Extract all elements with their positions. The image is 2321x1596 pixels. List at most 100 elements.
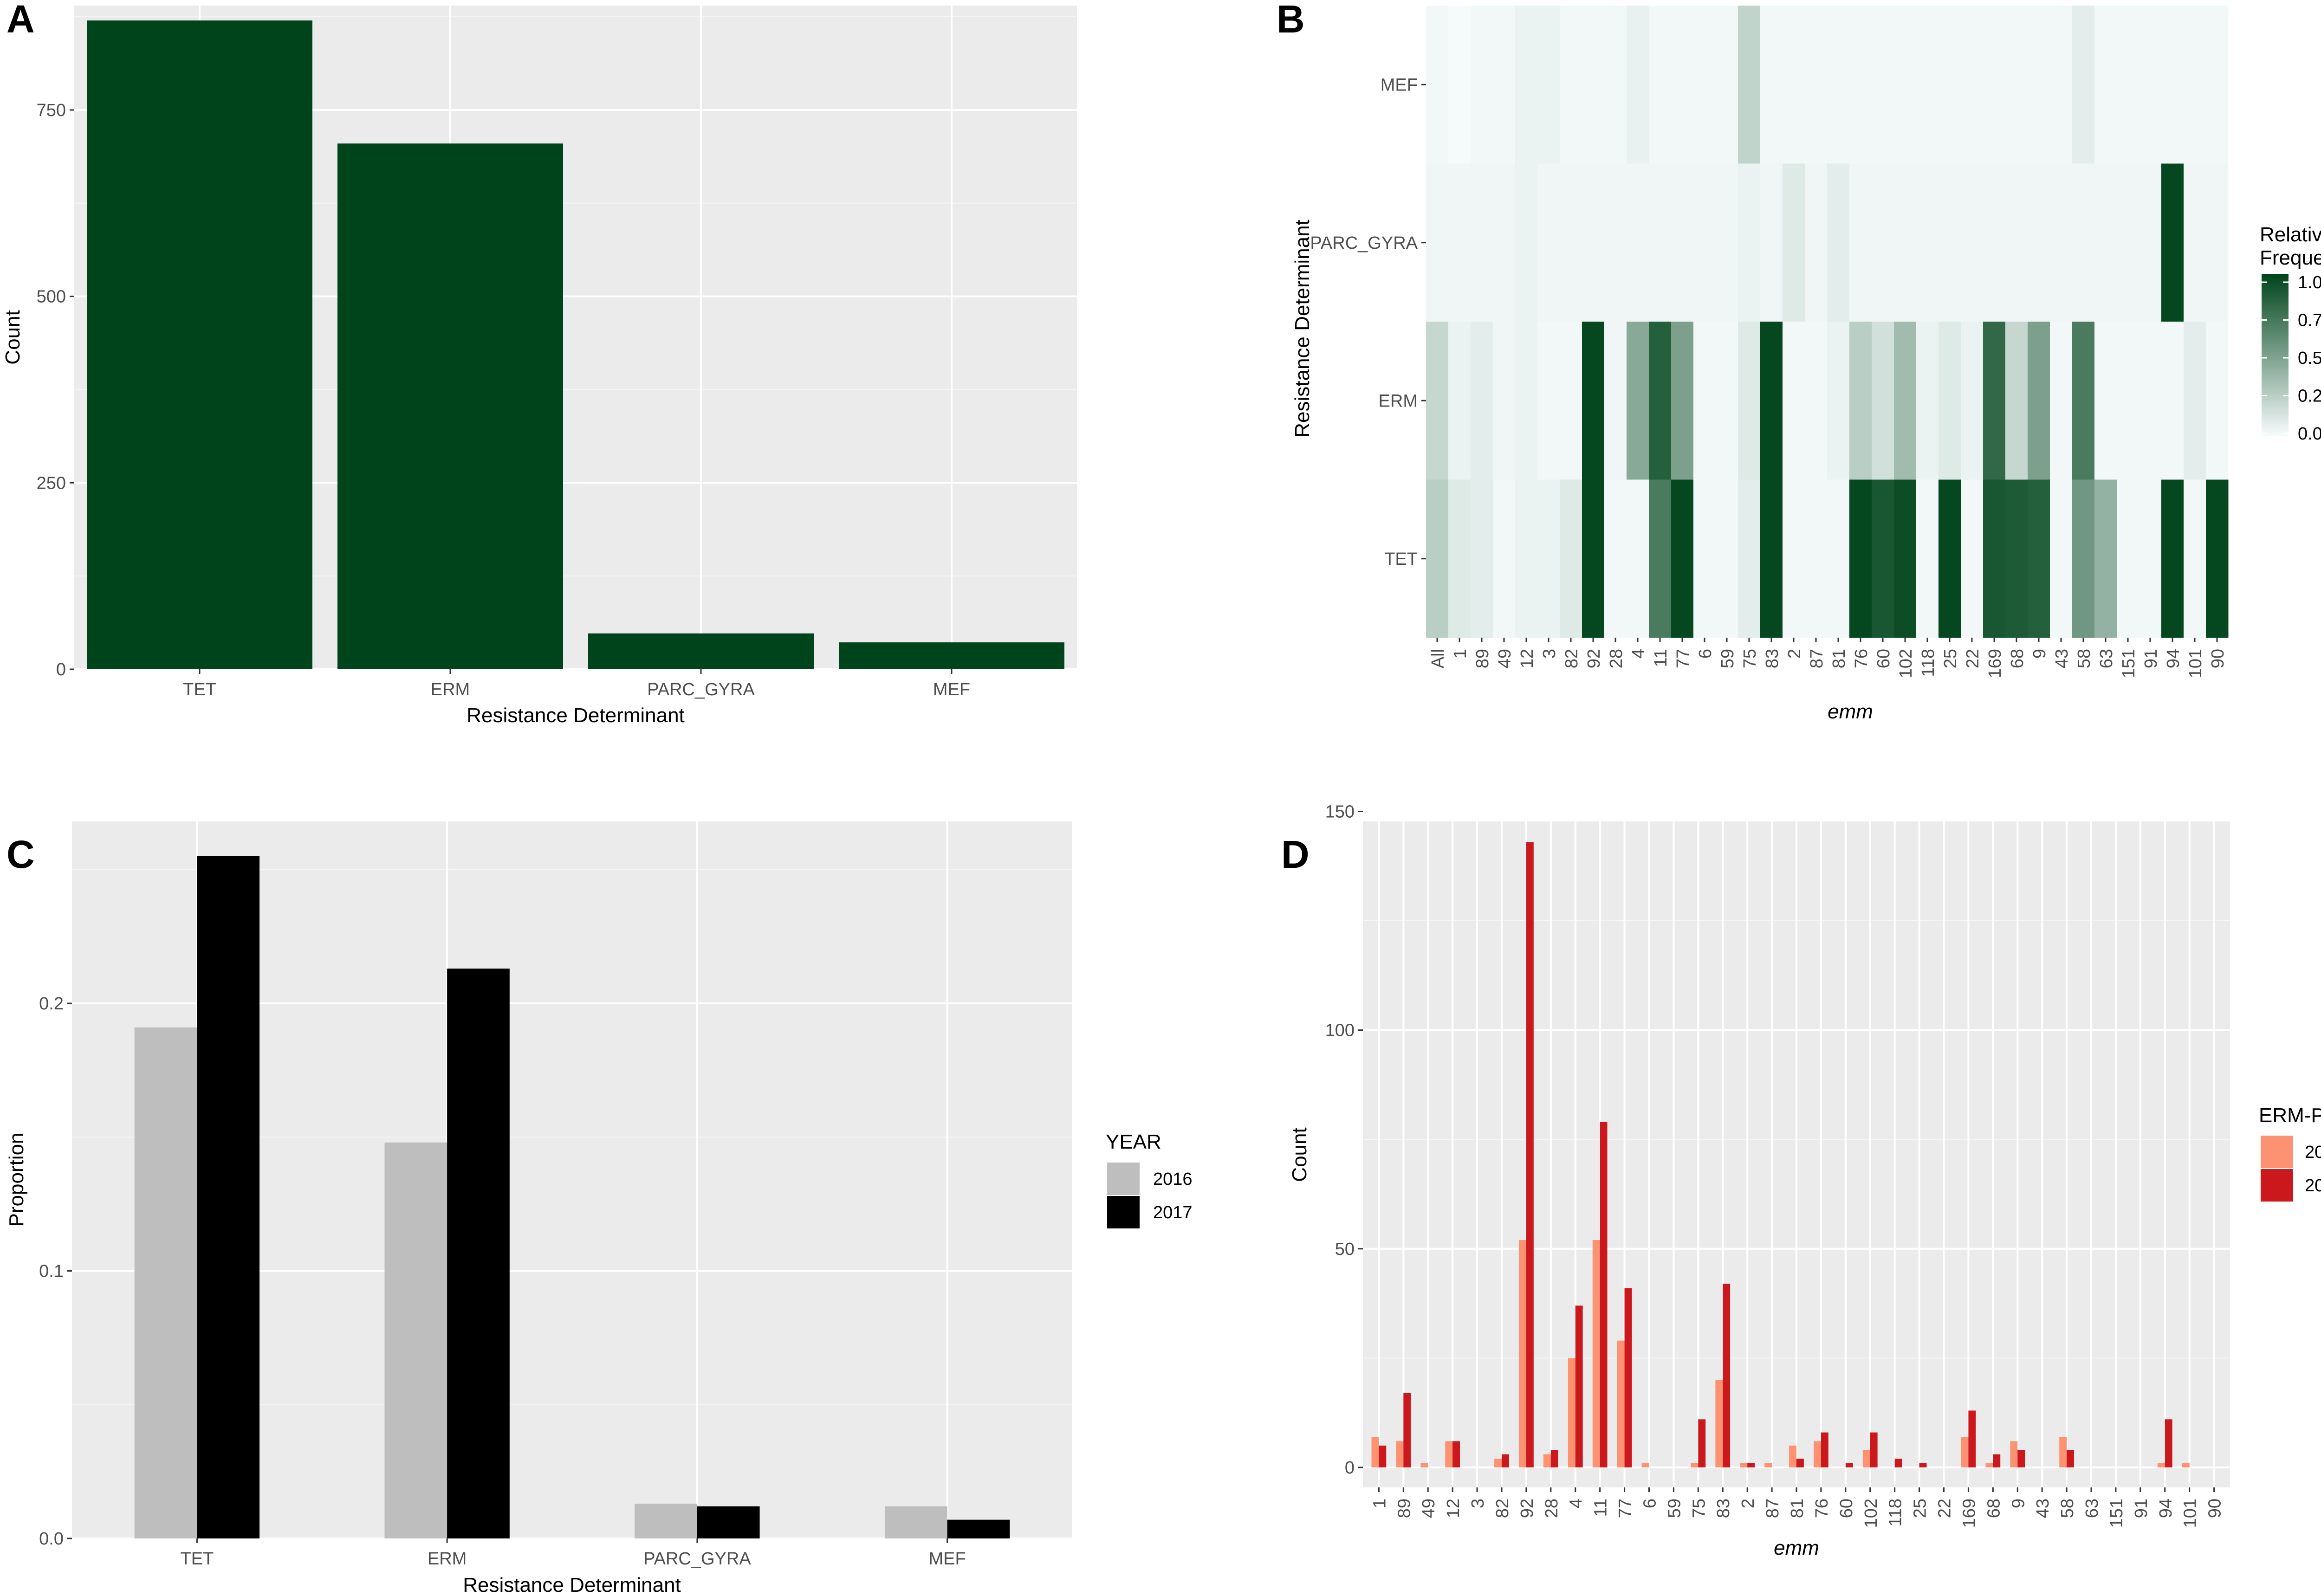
panel-b-cell-parc_gyra-68 xyxy=(2005,163,2028,322)
panel-b-cell-erm-83 xyxy=(1760,322,1783,480)
panel-b-cell-tet-87 xyxy=(1805,479,1828,638)
panel-b-cell-mef-94 xyxy=(2161,6,2184,164)
panel-d-x-tick-label: 22 xyxy=(1935,1499,1955,1518)
panel-d-bar-76-2017 xyxy=(1821,1432,1828,1467)
panel-b-cell-parc_gyra-63 xyxy=(2094,163,2117,322)
panel-b-cell-tet-1 xyxy=(1448,479,1471,638)
panel-b-x-tick-label: 82 xyxy=(1562,649,1582,668)
panel-b-x-tick-label: 2 xyxy=(1785,649,1804,659)
panel-b-cell-mef-43 xyxy=(2050,6,2073,164)
panel-b-cell-parc_gyra-92 xyxy=(1582,163,1605,322)
panel-b-cell-parc_gyra-12 xyxy=(1515,163,1538,322)
panel-b-x-tick-label: 6 xyxy=(1696,649,1715,659)
panel-b-x-tick-label: 75 xyxy=(1740,649,1760,668)
panel-d-bar-28-2017 xyxy=(1550,1450,1558,1467)
panel-b-cell-erm-91 xyxy=(2139,322,2162,480)
panel-b-cell-parc_gyra-75 xyxy=(1738,163,1761,322)
panel-b-x-tick-label: 58 xyxy=(2075,649,2094,668)
panel-b-cell-mef-90 xyxy=(2206,6,2229,164)
panel-d-bar-75-2016 xyxy=(1691,1463,1699,1467)
panel-d-grouped-bar-chart: 0 50 100 150 1 89 49 12 3 82 92 28 4 11 77 6 59 75 83 2 87 81… xyxy=(1288,802,2321,1559)
panel-b-cell-parc_gyra-25 xyxy=(1938,163,1961,322)
panel-d-bar-101-2016 xyxy=(2182,1463,2190,1467)
panel-c-x-tick-label: ERM xyxy=(428,1549,467,1569)
panel-b-cell-mef-4 xyxy=(1627,6,1649,164)
panel-b-cell-parc_gyra-9 xyxy=(2028,163,2050,322)
panel-c-x-axis-title: Resistance Determinant xyxy=(463,1574,681,1596)
panel-b-cell-parc_gyra-169 xyxy=(1983,163,2006,322)
panel-b-x-tick-label: 118 xyxy=(1919,649,1938,677)
panel-b-cell-tet-3 xyxy=(1537,479,1560,638)
panel-b-cell-mef-83 xyxy=(1760,6,1783,164)
panel-b-x-tick-label: 169 xyxy=(1985,649,2005,678)
panel-b-legend-tick-label: 0.00 xyxy=(2298,424,2321,444)
panel-d-bar-25-2017 xyxy=(1919,1463,1927,1467)
panel-b-x-tick-label: 4 xyxy=(1629,649,1648,659)
panel-b-x-tick-label: 94 xyxy=(2164,649,2183,668)
panel-c-bar-erm-2017 xyxy=(447,969,510,1538)
panel-b-cell-tet-81 xyxy=(1827,479,1850,638)
panel-c-bar-mef-2016 xyxy=(884,1506,947,1538)
panel-a-bar-chart: 0 250 500 750 TET ERM PARC_GYRA MEF Resistance … xyxy=(1,6,1077,727)
panel-b-cell-tet-12 xyxy=(1515,479,1538,638)
panel-b-cell-erm-94 xyxy=(2161,322,2184,480)
panel-d-x-tick-label: 68 xyxy=(1984,1499,2003,1518)
panel-b-cell-erm-82 xyxy=(1560,322,1582,480)
panel-c-bar-mef-2017 xyxy=(947,1519,1010,1538)
panel-c-bar-tet-2016 xyxy=(134,1027,197,1538)
panel-b-cell-parc_gyra-60 xyxy=(1872,163,1894,322)
panel-b-cell-parc_gyra-91 xyxy=(2139,163,2162,322)
panel-b-cell-erm-1 xyxy=(1448,322,1471,480)
panel-b-cell-erm-2 xyxy=(1783,322,1805,480)
panel-b-x-tick-label: 151 xyxy=(2119,649,2139,678)
panel-b-cell-parc_gyra-87 xyxy=(1805,163,1828,322)
panel-b-cell-tet-101 xyxy=(2184,479,2206,638)
panel-b-cell-tet-43 xyxy=(2050,479,2073,638)
panel-b-x-tick-label: 12 xyxy=(1517,649,1537,668)
panel-b-cell-parc_gyra-151 xyxy=(2117,163,2139,322)
panel-d-bar-28-2016 xyxy=(1543,1454,1551,1467)
panel-d-bar-82-2016 xyxy=(1494,1459,1502,1467)
panel-d-bar-6-2016 xyxy=(1641,1463,1649,1467)
panel-b-cell-mef-25 xyxy=(1938,6,1961,164)
panel-d-legend-label: 2017 xyxy=(2305,1176,2321,1195)
panel-a-y-tick-label: 0 xyxy=(56,660,66,679)
panel-b-cell-parc_gyra-94 xyxy=(2161,163,2184,322)
panel-b-cell-tet-76 xyxy=(1849,479,1872,638)
panel-b-x-tick-label: 60 xyxy=(1874,649,1893,668)
panel-b-cell-parc_gyra-49 xyxy=(1493,163,1516,322)
panel-d-bar-81-2016 xyxy=(1789,1445,1796,1467)
panel-b-x-tick-label: 77 xyxy=(1673,649,1693,668)
panel-d-x-tick-label: 25 xyxy=(1911,1499,1930,1518)
panel-d-bar-68-2016 xyxy=(1985,1463,1993,1467)
panel-b-cell-tet-83 xyxy=(1760,479,1783,638)
panel-d-x-axis-title: emm xyxy=(1774,1537,1819,1559)
panel-b-x-tick-label: 89 xyxy=(1473,649,1492,668)
panel-b-cell-tet-82 xyxy=(1560,479,1582,638)
panel-b-x-tick-label: 68 xyxy=(2008,649,2027,668)
panel-b-cell-mef-6 xyxy=(1693,6,1716,164)
panel-b-x-tick-label: All xyxy=(1428,649,1448,668)
panel-letter-d: D xyxy=(1281,833,1310,876)
panel-d-x-tick-label: 3 xyxy=(1468,1499,1488,1508)
panel-d-bar-89-2017 xyxy=(1403,1393,1411,1467)
panel-d-bar-92-2017 xyxy=(1526,842,1534,1467)
panel-d-x-tick-label: 6 xyxy=(1640,1499,1660,1508)
panel-b-x-tick-label: 28 xyxy=(1607,649,1626,668)
panel-d-x-tick-label: 94 xyxy=(2156,1499,2176,1518)
panel-c-legend-key-2016 xyxy=(1107,1163,1140,1195)
panel-b-x-tick-label: 92 xyxy=(1584,649,1604,668)
panel-b-cell-mef-76 xyxy=(1849,6,1872,164)
panel-d-bar-102-2017 xyxy=(1870,1432,1878,1467)
panel-b-cell-erm-4 xyxy=(1627,322,1649,480)
panel-b-cell-mef-28 xyxy=(1604,6,1627,164)
panel-c-legend-title: YEAR xyxy=(1106,1131,1161,1153)
panel-b-cell-erm-43 xyxy=(2050,322,2073,480)
panel-d-bar-87-2016 xyxy=(1764,1463,1772,1467)
panel-b-cell-parc_gyra-118 xyxy=(1916,163,1939,322)
panel-b-legend-title-line1: Relative xyxy=(2260,223,2321,246)
panel-d-legend-key-2016 xyxy=(2261,1136,2293,1168)
panel-b-cell-tet-77 xyxy=(1671,479,1694,638)
panel-b-cell-erm-12 xyxy=(1515,322,1538,480)
panel-a-x-tick-label: TET xyxy=(183,680,216,699)
